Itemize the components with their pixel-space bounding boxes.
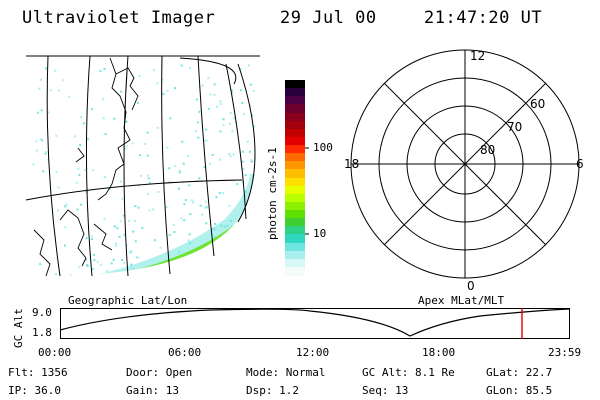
colorbar-swatch — [285, 88, 305, 97]
orbit-plot — [59, 308, 570, 339]
colorbar-swatch — [285, 234, 305, 243]
orbit-y-tick-bottom: 1.8 — [32, 326, 52, 339]
colorbar-swatch — [285, 226, 305, 235]
colorbar-swatch — [285, 161, 305, 170]
lat-label-80: 80 — [480, 143, 495, 157]
status-seq: Seq: 13 — [362, 384, 409, 397]
orbit-y-axis-label: GC Alt — [12, 308, 25, 348]
colorbar-tick-10: 10 — [313, 227, 327, 240]
x-tick-1200: 12:00 — [296, 346, 330, 359]
coastline — [33, 57, 139, 277]
colorbar-swatch — [285, 193, 305, 203]
colorbar-swatch — [285, 153, 305, 162]
status-glon: GLon: 85.5 — [486, 384, 553, 397]
mlt-label-right: 6 — [576, 157, 584, 171]
polar-caption: Apex MLat/MLT — [418, 294, 505, 307]
colorbar-swatch — [285, 250, 305, 260]
status-mode: Mode: Normal — [246, 366, 326, 379]
colorbar-swatch — [285, 218, 305, 227]
status-gain: Gain: 13 — [126, 384, 179, 397]
colorbar-swatch — [285, 242, 305, 252]
colorbar-swatch — [285, 112, 305, 122]
colorbar-swatch — [285, 136, 305, 146]
x-tick-0000: 00:00 — [38, 346, 72, 359]
colorbar-swatch — [285, 96, 305, 105]
status-door: Door: Open — [126, 366, 193, 379]
status-gc-alt: GC Alt: 8.1 Re — [362, 366, 455, 379]
aurora-speckle — [26, 64, 258, 277]
x-tick-0600: 06:00 — [168, 346, 202, 359]
colorbar-swatch — [285, 145, 305, 154]
colorbar-swatch — [285, 80, 305, 89]
aurora-band — [80, 174, 258, 277]
status-flt: Flt: 1356 — [8, 366, 68, 379]
colorbar-ticks — [305, 147, 309, 235]
lat-label-70: 70 — [507, 120, 522, 134]
polar-plot: 12 18 6 0 60 70 80 — [344, 49, 584, 293]
colorbar-tick-100: 100 — [313, 141, 333, 154]
colorbar-swatch — [285, 210, 305, 219]
colorbar-swatch — [285, 177, 305, 187]
x-tick-2359: 23:59 — [548, 346, 582, 359]
geographic-map — [25, 55, 260, 277]
time-label: 21:47:20 UT — [424, 8, 543, 28]
mlt-label-bottom: 0 — [467, 279, 475, 293]
colorbar-swatch — [285, 104, 305, 113]
colorbar-swatch — [285, 258, 305, 268]
status-glat: GLat: 22.7 — [486, 366, 553, 379]
status-ip: IP: 36.0 — [8, 384, 61, 397]
colorbar-swatch — [285, 266, 305, 276]
orbit-y-tick-top: 9.0 — [32, 306, 52, 319]
status-dsp: Dsp: 1.2 — [246, 384, 299, 397]
colorbar-swatch — [285, 120, 305, 130]
date-label: 29 Jul 00 — [280, 8, 377, 28]
colorbar — [285, 80, 305, 276]
mlt-label-top: 12 — [470, 49, 485, 63]
colorbar-swatch — [285, 128, 305, 138]
meridian-lines — [25, 55, 260, 277]
colorbar-unit-label: photon cm-2s-1 — [266, 147, 279, 240]
orbit-altitude-curve — [59, 308, 570, 337]
colorbar-swatch — [285, 169, 305, 178]
colorbar-swatch — [285, 201, 305, 211]
x-tick-1800: 18:00 — [422, 346, 456, 359]
colorbar-swatch — [285, 185, 305, 195]
instrument-title: Ultraviolet Imager — [22, 8, 216, 28]
map-caption: Geographic Lat/Lon — [68, 294, 188, 307]
lat-label-60: 60 — [530, 97, 545, 111]
mlt-label-left: 18 — [344, 157, 359, 171]
